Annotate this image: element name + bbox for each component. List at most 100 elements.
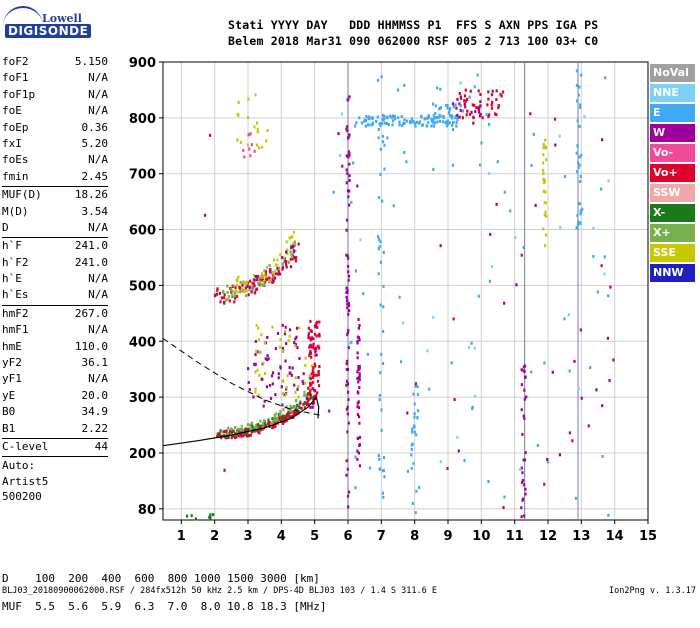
echo-point [347,301,350,305]
echo-point [544,190,547,194]
autoscaling-line: Auto: [2,459,36,473]
legend-item-vominus: Vo- [650,144,695,162]
echo-point [446,103,449,107]
echo-point [280,418,283,422]
electron-density-profile [162,395,320,447]
echo-point [216,287,219,291]
echo-point [439,460,442,464]
echo-point [250,143,254,147]
echo-point [455,121,458,125]
echo-point [220,296,224,300]
echo-point [542,143,545,147]
echo-point [577,93,580,97]
echo-point [309,351,313,355]
echo-point [546,457,549,461]
echo-point [246,284,249,288]
echo-point [542,189,545,193]
echo-point [254,93,257,97]
echo-point [309,405,312,409]
echo-point [356,449,359,453]
echo-point [520,368,523,372]
echo-point [411,427,414,431]
echo-point [357,415,361,419]
echo-point [579,103,582,107]
param-value: N/A [88,104,108,118]
echo-point [345,367,348,371]
echo-point [232,429,235,433]
echo-point [410,466,413,470]
echo-point [274,419,277,423]
echo-point [385,121,389,125]
echo-point [382,329,385,333]
echo-point [257,326,260,330]
echo-point [544,244,547,248]
echo-point [224,435,227,439]
echo-point [379,240,382,244]
echo-point [281,266,285,270]
echo-point [284,325,287,329]
autoscaling-line: Artist5 [2,474,49,488]
echo-point [355,121,358,125]
echo-point [253,291,256,295]
x-tick-label: 7 [377,529,386,544]
echo-point [477,110,481,114]
echo-point [347,270,350,274]
echo-point [245,434,249,438]
echo-point [466,109,469,113]
echo-point [378,245,381,249]
echo-point [255,349,258,353]
echo-point [276,258,279,262]
legend-item-noval: NoVal [650,64,695,82]
trace-cluster [236,93,269,150]
echo-point [347,342,351,346]
echo-point [497,104,500,108]
echo-point [447,111,451,115]
echo-point [603,272,606,276]
echo-point [208,133,212,137]
echo-point [520,466,523,470]
echo-point [523,397,526,401]
echo-point [495,113,498,117]
echo-point [358,435,362,439]
echo-point [298,406,301,410]
echo-point [382,118,385,122]
echo-point [312,401,316,405]
echo-point [544,146,547,150]
echo-point [542,177,545,181]
echo-point [266,354,269,358]
param-label: foEp [2,120,29,134]
echo-point [477,294,480,298]
echo-point [294,249,297,253]
echo-point [390,116,393,120]
echo-point [377,196,381,200]
echo-point [439,87,442,91]
echo-point [244,294,248,298]
echo-point [233,300,236,304]
param-value: 241.0 [74,255,108,269]
echo-point [278,272,282,276]
x-tick-label: 11 [506,529,524,544]
echo-point [488,171,491,175]
echo-point [341,164,344,168]
echo-point [253,284,256,288]
echo-point [263,341,267,345]
echo-point [290,244,293,248]
echo-point [580,396,583,400]
echo-point [402,321,405,325]
param-label: fxI [2,136,22,150]
echo-point [219,300,222,304]
trace-cluster [458,88,505,120]
echo-point [220,436,223,440]
echo-point [579,221,582,225]
echo-point [362,292,365,296]
echo-point [383,121,386,125]
legend-item-sse: SSE [650,244,695,262]
echo-point [579,175,582,179]
echo-point [568,369,571,373]
echo-point [346,405,349,409]
echo-point [259,282,262,286]
y-tick-label: 700 [129,168,156,183]
echo-point [315,373,318,377]
logo-lowell: Lowell [42,12,82,25]
echo-point [377,136,380,140]
